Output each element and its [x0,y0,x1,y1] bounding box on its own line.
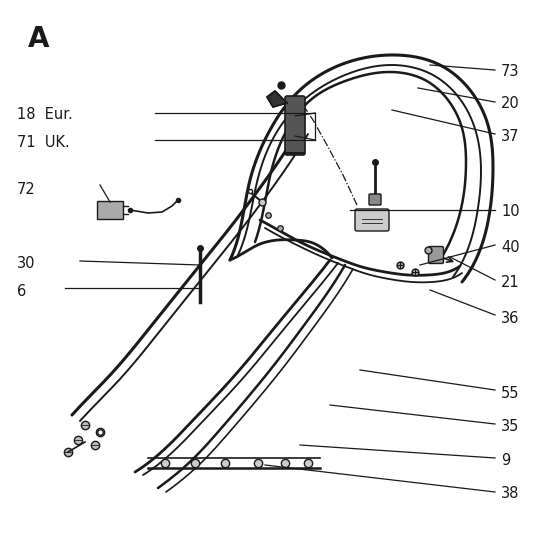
Text: A: A [28,25,49,53]
Text: 40: 40 [501,240,520,255]
Text: 72: 72 [17,182,35,197]
Text: 73: 73 [501,64,520,78]
Text: 6: 6 [17,284,26,298]
Text: 38: 38 [501,487,520,501]
Text: 20: 20 [501,96,520,111]
FancyBboxPatch shape [285,96,305,155]
Text: 35: 35 [501,419,520,434]
Polygon shape [267,91,287,107]
Text: 37: 37 [501,129,520,143]
Text: 21: 21 [501,276,520,290]
Text: 36: 36 [501,311,520,325]
Text: 9: 9 [501,453,511,468]
Text: 10: 10 [501,204,520,219]
Text: 55: 55 [501,386,520,400]
Text: 30: 30 [17,256,35,270]
Text: 18  Eur.: 18 Eur. [17,108,73,122]
FancyBboxPatch shape [428,246,444,264]
Bar [97,201,123,219]
FancyBboxPatch shape [355,209,389,231]
FancyBboxPatch shape [369,194,381,205]
Text: 71  UK.: 71 UK. [17,136,69,150]
